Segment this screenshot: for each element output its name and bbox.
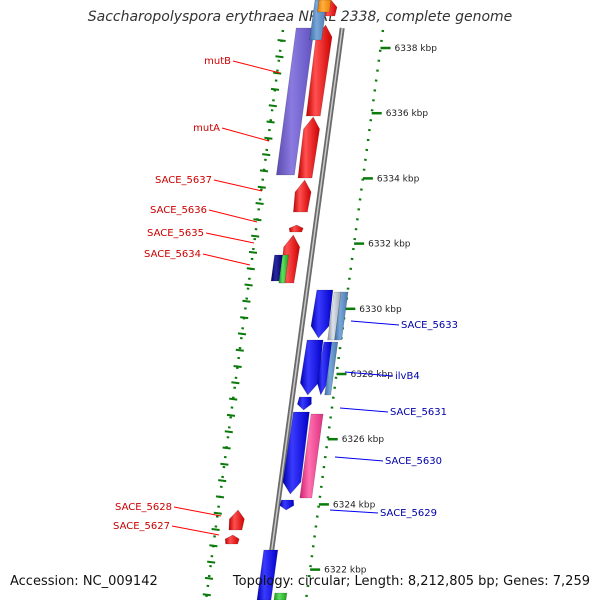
labels: mutB mutA SACE_5637 SACE_5636 SACE_5635 SACE_…	[113, 56, 458, 536]
gene-SACE_5630	[282, 411, 310, 495]
gene-bottom-blue	[256, 549, 279, 600]
forward-gene-label: SACE_5628	[115, 502, 172, 513]
features	[224, 0, 349, 600]
minor-tick	[211, 528, 220, 531]
minor-tick	[226, 413, 236, 417]
reverse-leader-line	[339, 407, 389, 413]
gene-SACE_5634-green	[278, 254, 289, 284]
minor-tick	[244, 283, 253, 287]
reverse-leader-line	[350, 320, 400, 326]
kbp-tick-label: 6322 kbp	[324, 566, 367, 576]
reverse-gene-label: SACE_5629	[380, 508, 437, 519]
genome-summary-text: Topology: circular; Length: 8,212,805 bp…	[232, 574, 590, 589]
minor-tick	[231, 381, 240, 385]
minor-tick	[255, 202, 264, 205]
forward-leader-line	[173, 506, 222, 517]
map-title: Saccharopolyspora erythraea NRRL 2338, c…	[87, 9, 513, 25]
minor-tick	[264, 136, 273, 140]
kbp-tick-label: 6338 kbp	[395, 44, 438, 54]
reverse-leader-line	[329, 509, 379, 514]
forward-leader-line	[202, 253, 251, 266]
minor-tick	[220, 462, 229, 466]
minor-tick	[218, 479, 227, 483]
backbone	[262, 27, 345, 600]
gene-SACE_5629	[279, 499, 295, 511]
minor-tick	[251, 234, 260, 238]
gene-mutA	[297, 116, 320, 179]
minor-tick	[246, 267, 255, 271]
reverse-gene-label: SACE_5633	[401, 320, 458, 331]
minor-tick	[248, 250, 258, 254]
minor-tick	[270, 87, 280, 91]
minor-tick	[209, 544, 218, 548]
minor-tick	[213, 511, 222, 515]
minor-tick	[253, 218, 262, 222]
gene-bottom-green	[273, 592, 288, 600]
minor-tick	[215, 495, 225, 499]
gene-SACE_5633-steel	[334, 291, 349, 341]
minor-tick	[202, 593, 211, 597]
gene-SACE_5627	[224, 534, 240, 545]
reverse-leader-line	[334, 456, 384, 462]
genome-backbone-highlight	[264, 27, 343, 600]
minor-tick	[204, 576, 214, 580]
minor-tick	[237, 332, 247, 336]
gene-SACE_5628	[228, 509, 245, 531]
minor-tick	[224, 430, 233, 434]
forward-leader-line	[208, 209, 258, 223]
forward-gene-label: mutB	[204, 56, 231, 67]
reverse-gene-label: ilvB4	[395, 371, 420, 382]
forward-leader-line	[171, 525, 220, 536]
kbp-tick-label: 6330 kbp	[359, 305, 402, 315]
forward-leader-line	[232, 60, 281, 74]
minor-tick	[233, 365, 242, 368]
minor-tick	[277, 39, 286, 42]
minor-tick	[268, 104, 277, 108]
gene-SACE_5633	[310, 289, 334, 339]
gene-top-orange	[317, 0, 332, 13]
minor-tick	[229, 397, 238, 401]
forward-leader-line	[205, 232, 255, 244]
gene-ilvB4	[299, 339, 324, 396]
minor-tick	[222, 446, 231, 450]
forward-gene-label: SACE_5627	[113, 521, 170, 532]
reverse-gene-label: SACE_5631	[390, 407, 447, 418]
accession-text: Accession: NC_009142	[10, 574, 158, 589]
gene-SACE_5630-pink	[299, 413, 324, 499]
minor-tick	[266, 120, 275, 124]
gene-SACE_5637	[293, 179, 312, 213]
kbp-tick-label: 6328 kbp	[351, 370, 394, 380]
forward-gene-label: SACE_5635	[147, 228, 204, 239]
minor-tick	[262, 153, 271, 157]
forward-gene-label: SACE_5634	[144, 249, 201, 260]
forward-leader-line	[221, 127, 270, 142]
minor-tick	[242, 299, 251, 303]
gene-mutB-block	[276, 27, 315, 176]
gene-ilvB4-steel	[324, 341, 339, 396]
kbp-tick-label: 6326 kbp	[342, 435, 385, 445]
minor-tick	[207, 560, 216, 564]
gene-SACE_5636	[288, 224, 304, 233]
kbp-tick-label: 6324 kbp	[333, 500, 376, 510]
ruler: 6338 kbp 6336 kbp 6334 kbp 6332 kbp 6330 kbp…	[202, 29, 438, 600]
minor-tick	[240, 316, 249, 320]
reverse-leader-line	[344, 371, 394, 377]
kbp-tick-label: 6332 kbp	[368, 240, 411, 250]
forward-leader-line	[213, 179, 263, 192]
minor-tick	[235, 348, 244, 352]
minor-tick	[259, 169, 269, 173]
forward-gene-label: SACE_5637	[155, 175, 212, 186]
forward-gene-label: mutA	[193, 123, 220, 134]
kbp-tick-label: 6334 kbp	[377, 174, 420, 184]
minor-tick	[275, 55, 284, 59]
kbp-tick-label: 6336 kbp	[386, 109, 429, 119]
gene-SACE_5631	[297, 396, 312, 411]
forward-gene-label: SACE_5636	[150, 205, 207, 216]
gene-ilvB4-b	[316, 341, 333, 396]
inner-ruler-line	[204, 29, 285, 600]
minor-tick	[257, 185, 266, 189]
reverse-gene-label: SACE_5630	[385, 456, 442, 467]
